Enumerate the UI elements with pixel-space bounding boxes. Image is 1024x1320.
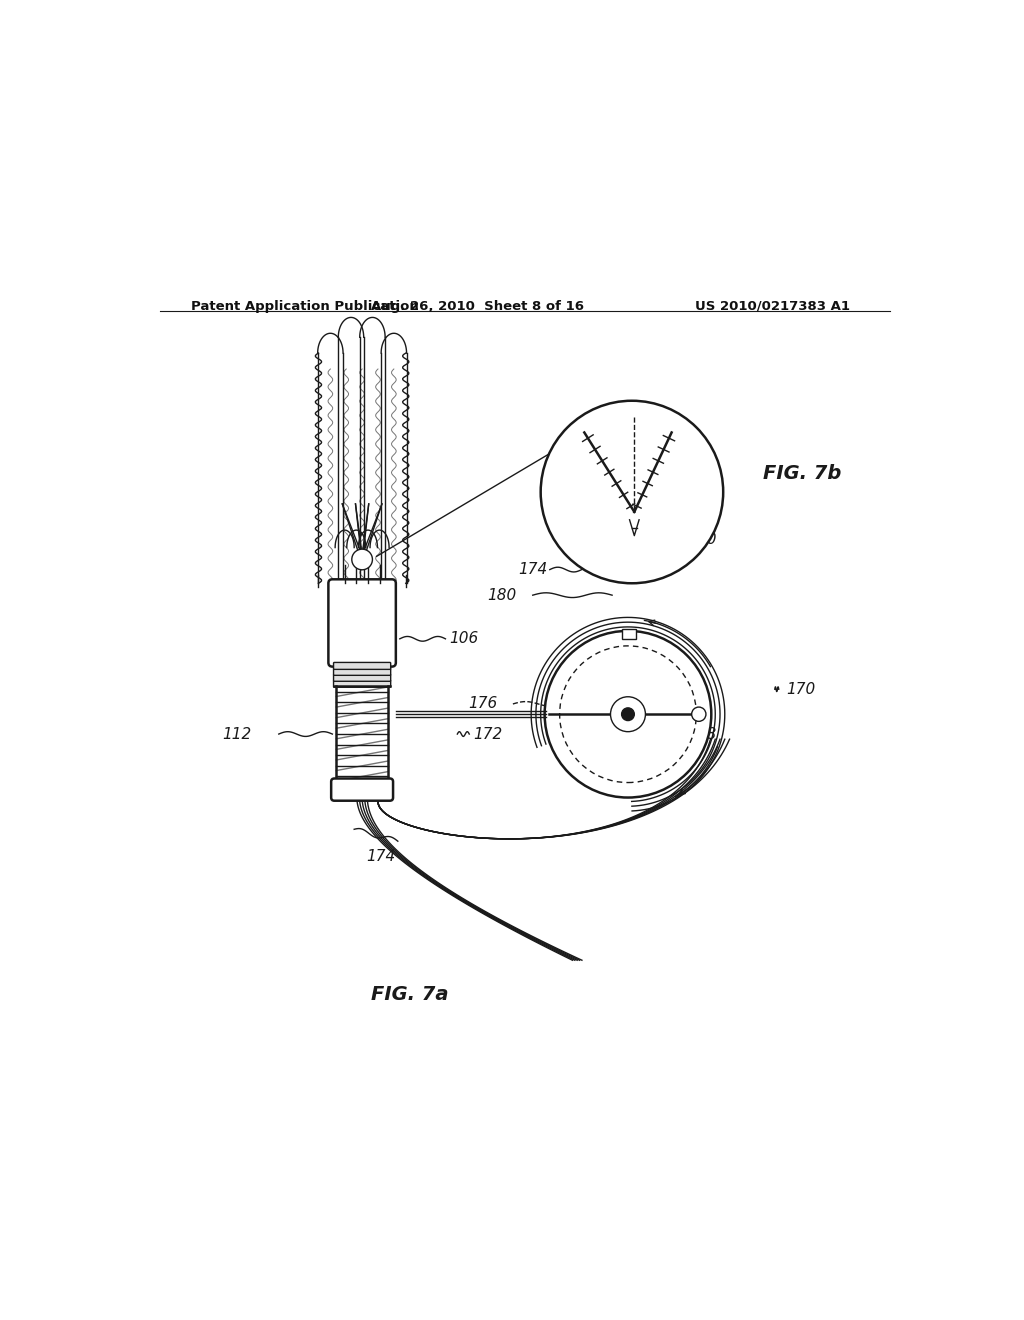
Text: Patent Application Publication: Patent Application Publication (191, 300, 419, 313)
Text: 172: 172 (473, 726, 503, 742)
Bar (622, 630, 636, 639)
FancyBboxPatch shape (334, 663, 391, 669)
Text: 40: 40 (697, 532, 717, 546)
FancyBboxPatch shape (331, 779, 393, 801)
Circle shape (352, 549, 373, 570)
Text: 178: 178 (687, 726, 717, 742)
Text: 170: 170 (786, 681, 816, 697)
Circle shape (541, 401, 723, 583)
Text: 106: 106 (450, 631, 478, 647)
FancyBboxPatch shape (334, 680, 391, 688)
Circle shape (610, 697, 645, 731)
Text: 174: 174 (519, 562, 548, 577)
Text: FIG. 7a: FIG. 7a (371, 985, 449, 1005)
Circle shape (545, 631, 712, 797)
FancyBboxPatch shape (329, 579, 396, 667)
FancyBboxPatch shape (334, 668, 391, 676)
Circle shape (691, 708, 706, 721)
Text: 112: 112 (222, 726, 251, 742)
Text: 180: 180 (487, 587, 517, 603)
Text: 176: 176 (468, 697, 497, 711)
Text: FIG. 7b: FIG. 7b (763, 465, 842, 483)
Circle shape (622, 708, 634, 721)
Text: 174: 174 (367, 849, 395, 865)
Text: US 2010/0217383 A1: US 2010/0217383 A1 (695, 300, 850, 313)
Text: Aug. 26, 2010  Sheet 8 of 16: Aug. 26, 2010 Sheet 8 of 16 (371, 300, 584, 313)
FancyBboxPatch shape (334, 675, 391, 681)
